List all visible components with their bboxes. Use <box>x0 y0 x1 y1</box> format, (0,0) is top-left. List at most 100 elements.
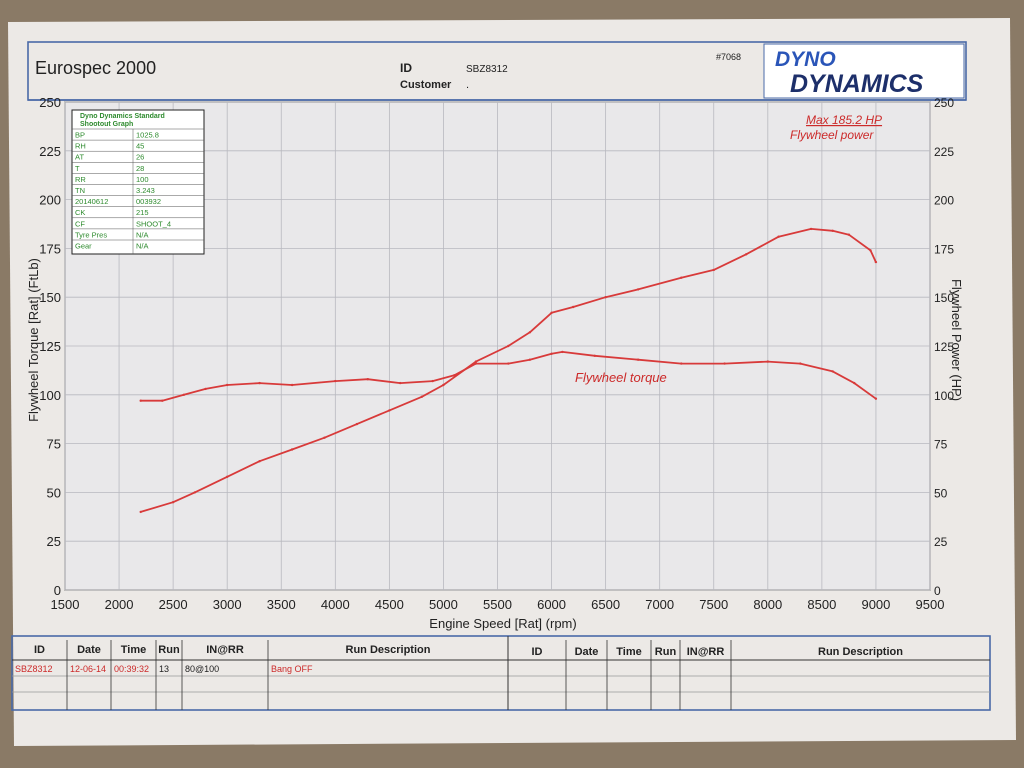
x-tick-label: 4000 <box>321 597 350 612</box>
param-value: SHOOT_4 <box>136 219 171 228</box>
param-key: 20140612 <box>75 197 108 206</box>
param-key: BP <box>75 131 85 140</box>
power-point <box>745 253 748 256</box>
x-axis-ticks: 1500 2000 2500 3000 3500 4000 4500 5000 5500 6000… <box>51 597 945 612</box>
y-tick-label: 0 <box>54 583 61 598</box>
param-value: 1025.8 <box>136 131 159 140</box>
y-axis-ticks: 0 25 50 75 100 125 150 175 200 225 250 <box>39 95 61 598</box>
torque-point <box>226 383 229 387</box>
param-value: N/A <box>136 242 149 251</box>
x-tick-label: 2500 <box>159 597 188 612</box>
power-point <box>712 268 715 272</box>
y-tick-label: 200 <box>39 193 61 208</box>
torque-point <box>680 362 683 365</box>
torque-point <box>528 358 532 361</box>
power-point <box>171 501 175 504</box>
y2-tick-label: 25 <box>934 535 948 549</box>
power-point <box>604 296 607 299</box>
x-axis-label: Engine Speed [Rat] (rpm) <box>429 616 576 631</box>
power-point <box>869 249 872 252</box>
y-tick-label: 125 <box>39 339 61 354</box>
power-point <box>809 227 813 231</box>
y-tick-label: 250 <box>39 95 61 110</box>
torque-point <box>550 352 553 355</box>
param-value: 28 <box>136 164 144 173</box>
torque-point <box>290 383 294 387</box>
run-table-header: Run <box>655 646 677 658</box>
run-table-header: Date <box>575 646 599 658</box>
param-key: Tyre Pres <box>75 230 107 239</box>
customer-label: Customer <box>400 79 452 91</box>
y2-tick-label: 125 <box>934 340 954 354</box>
power-point <box>777 235 780 238</box>
param-key: RH <box>75 142 86 151</box>
param-value: N/A <box>136 230 149 239</box>
torque-point <box>161 399 164 402</box>
power-point <box>420 395 423 398</box>
power-point <box>680 276 683 279</box>
torque-point <box>853 381 856 385</box>
y2-axis-label: Flywheel Power (HP) <box>949 279 964 401</box>
param-key: Gear <box>75 242 92 251</box>
y-tick-label: 25 <box>47 534 61 549</box>
y2-tick-label: 175 <box>934 242 954 256</box>
x-tick-label: 4500 <box>375 597 404 612</box>
y2-tick-label: 150 <box>934 291 954 305</box>
param-value: 215 <box>136 208 149 217</box>
torque-point <box>636 358 640 361</box>
y2-axis-ticks: 0 25 50 75 100 125 150 175 200 225 250 <box>934 96 954 598</box>
y-tick-label: 225 <box>39 144 61 159</box>
param-key: AT <box>75 153 84 162</box>
y2-tick-label: 50 <box>934 486 948 500</box>
power-point <box>847 233 851 236</box>
x-tick-label: 6000 <box>537 597 566 612</box>
param-key: CK <box>75 208 85 217</box>
torque-point <box>474 362 478 365</box>
torque-point <box>561 350 564 354</box>
x-tick-label: 1500 <box>51 597 80 612</box>
run-table-header: IN@RR <box>687 646 725 658</box>
power-point <box>831 229 834 232</box>
logo-top: DYNO <box>775 48 836 71</box>
customer-value: . <box>466 79 469 91</box>
param-value: 100 <box>136 175 149 184</box>
run-table-header: Time <box>616 646 641 658</box>
x-tick-label: 6500 <box>591 597 620 612</box>
power-point <box>474 360 478 363</box>
param-value: 003932 <box>136 197 161 206</box>
run-table-cell: Bang OFF <box>271 664 313 674</box>
x-tick-label: 5000 <box>429 597 458 612</box>
power-point <box>226 475 229 478</box>
run-table-cell: SBZ8312 <box>15 664 53 674</box>
torque-point <box>139 399 142 402</box>
series-layer <box>139 227 878 514</box>
sheet-number: #7068 <box>716 52 741 62</box>
run-table-header: Run Description <box>818 646 903 658</box>
torque-point <box>799 362 802 365</box>
y2-tick-label: 75 <box>934 438 948 452</box>
x-tick-label: 7500 <box>699 597 728 612</box>
y-tick-label: 150 <box>39 290 61 305</box>
power-point <box>388 409 391 412</box>
torque-point <box>723 362 726 365</box>
power-point <box>290 448 294 451</box>
params-title-2: Shootout Graph <box>80 121 133 128</box>
power-point <box>193 491 196 494</box>
run-table-header: Time <box>121 644 146 656</box>
run-table-cell: 12-06-14 <box>70 664 106 674</box>
power-point <box>442 383 445 387</box>
power-point <box>636 288 640 291</box>
power-point <box>528 331 532 334</box>
torque-point <box>431 379 434 383</box>
y-tick-label: 75 <box>47 437 61 452</box>
power-point <box>507 344 510 348</box>
power-point <box>550 311 553 314</box>
param-value: 45 <box>136 142 144 151</box>
torque-point <box>334 379 337 383</box>
torque-point <box>766 360 769 363</box>
run-table-header: ID <box>532 646 543 658</box>
param-key: CF <box>75 219 85 228</box>
y-tick-label: 175 <box>39 241 61 256</box>
run-table-header: ID <box>34 644 45 656</box>
